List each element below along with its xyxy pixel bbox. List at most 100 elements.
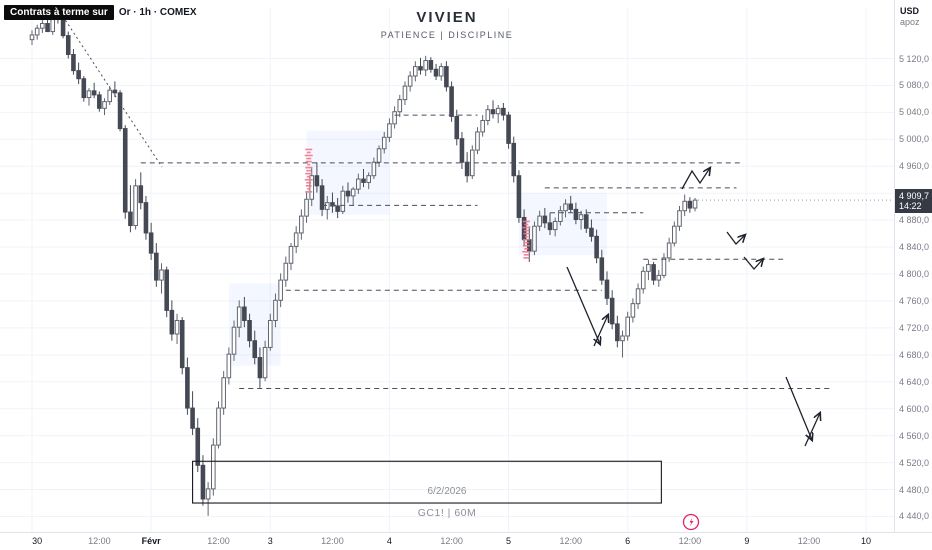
candle-body bbox=[169, 309, 175, 335]
price-axis-label: 4 600,0 bbox=[899, 403, 930, 414]
candle-body bbox=[687, 200, 693, 209]
candle-body bbox=[174, 320, 180, 335]
candle-body bbox=[547, 222, 553, 231]
candle-body bbox=[65, 35, 71, 55]
candle-body bbox=[76, 70, 81, 80]
time-axis-label: 30 bbox=[32, 536, 43, 546]
symbol-name-chip[interactable]: Contrats à terme sur bbox=[4, 5, 114, 20]
candle-body bbox=[630, 303, 636, 318]
candle-body bbox=[475, 131, 480, 151]
candle-body bbox=[423, 60, 428, 71]
candle-body bbox=[216, 407, 221, 446]
drawn-rectangle bbox=[192, 460, 662, 504]
candle-body bbox=[532, 225, 537, 252]
candle-body bbox=[278, 279, 283, 301]
price-axis-label: 5 040,0 bbox=[899, 107, 930, 118]
candle-body bbox=[304, 198, 309, 217]
price-axis-currency: USD apoz bbox=[900, 6, 920, 28]
candle-body bbox=[361, 178, 366, 183]
candle-body bbox=[97, 94, 102, 109]
price-axis[interactable]: USD apoz 5 120,0 5 080,0 5 040,0 5 000,0 4 9… bbox=[894, 0, 932, 533]
candle-body bbox=[143, 202, 149, 234]
candle-body bbox=[226, 353, 232, 379]
candle-body bbox=[506, 114, 511, 144]
unit-label: apoz bbox=[900, 17, 920, 27]
candle-body bbox=[558, 210, 563, 222]
candle-body bbox=[542, 215, 548, 224]
candle-body bbox=[185, 367, 190, 409]
candle-body bbox=[495, 107, 501, 115]
candle-body bbox=[656, 274, 662, 281]
candle-body bbox=[651, 264, 656, 281]
time-axis-label: Févr bbox=[141, 536, 161, 546]
candle-body bbox=[490, 109, 496, 115]
price-axis-label: 4 640,0 bbox=[899, 376, 930, 387]
candle-body bbox=[402, 85, 408, 101]
candle-body bbox=[345, 190, 351, 197]
candle-body bbox=[392, 111, 397, 125]
candle-body bbox=[599, 257, 605, 281]
candle-body bbox=[692, 199, 698, 209]
candle-body bbox=[330, 202, 335, 207]
time-axis[interactable]: 30 12:00 Févr 12:00 3 12:00 4 12:00 5 12:00 6 12:00… bbox=[0, 532, 932, 550]
candle-body bbox=[635, 288, 641, 305]
candle-body bbox=[459, 138, 465, 163]
candle-body bbox=[583, 214, 589, 229]
trendline bbox=[59, 11, 163, 168]
annotation-arrow bbox=[726, 231, 745, 245]
candle-body bbox=[309, 175, 315, 200]
price-axis-label: 4 520,0 bbox=[899, 457, 930, 468]
time-axis-label: 12:00 bbox=[207, 536, 230, 546]
candle-body bbox=[128, 211, 133, 227]
candle-body bbox=[159, 269, 164, 281]
price-axis-label: 4 760,0 bbox=[899, 295, 930, 306]
candle-body bbox=[205, 488, 211, 500]
candle-body bbox=[340, 190, 346, 212]
last-price-badge[interactable]: 4 909,7 14:22 bbox=[895, 189, 932, 214]
price-axis-label: 5 080,0 bbox=[899, 80, 930, 91]
candle-body bbox=[107, 89, 113, 103]
time-axis-label: 9 bbox=[744, 536, 750, 546]
candle-body bbox=[356, 178, 361, 190]
time-axis-label: 12:00 bbox=[678, 536, 702, 546]
price-axis-label: 5 120,0 bbox=[899, 53, 930, 64]
candle-body bbox=[133, 185, 138, 227]
candle-body bbox=[573, 208, 579, 220]
time-axis-label: 12:00 bbox=[440, 536, 463, 546]
annotation-arrow bbox=[593, 315, 608, 347]
candle-body bbox=[324, 202, 330, 210]
candle-body bbox=[563, 203, 568, 212]
candle-body bbox=[252, 340, 258, 359]
candle-body bbox=[60, 18, 66, 37]
candle-body bbox=[288, 245, 294, 264]
candle-body bbox=[381, 136, 387, 150]
candle-body bbox=[299, 215, 304, 234]
candle-body bbox=[112, 89, 118, 94]
candle-body bbox=[335, 205, 340, 212]
spark-icon[interactable] bbox=[682, 513, 700, 531]
symbol-bar[interactable]: Contrats à terme sur Or · 1h · COMEX bbox=[4, 5, 197, 20]
candle-body bbox=[257, 357, 263, 379]
candle-body bbox=[293, 232, 299, 247]
candle-body bbox=[242, 306, 247, 322]
candle-body bbox=[45, 22, 50, 33]
candle-body bbox=[552, 220, 558, 231]
candle-body bbox=[366, 175, 371, 183]
candle-body bbox=[620, 335, 625, 342]
candle-body bbox=[640, 270, 646, 290]
candle-body bbox=[433, 68, 439, 77]
candle-body bbox=[418, 66, 423, 71]
time-axis-label: 6 bbox=[625, 536, 631, 546]
annotation-arrow bbox=[785, 376, 812, 440]
candle-body bbox=[231, 326, 237, 355]
candle-body bbox=[40, 22, 45, 29]
candle-body bbox=[262, 346, 268, 379]
candle-body bbox=[319, 185, 325, 210]
price-axis-label: 4 480,0 bbox=[899, 484, 930, 495]
last-price-value: 4 909,7 bbox=[899, 191, 930, 202]
time-axis-label: 10 bbox=[860, 536, 871, 546]
candle-body bbox=[236, 306, 242, 328]
annotation-arrow bbox=[743, 256, 763, 270]
